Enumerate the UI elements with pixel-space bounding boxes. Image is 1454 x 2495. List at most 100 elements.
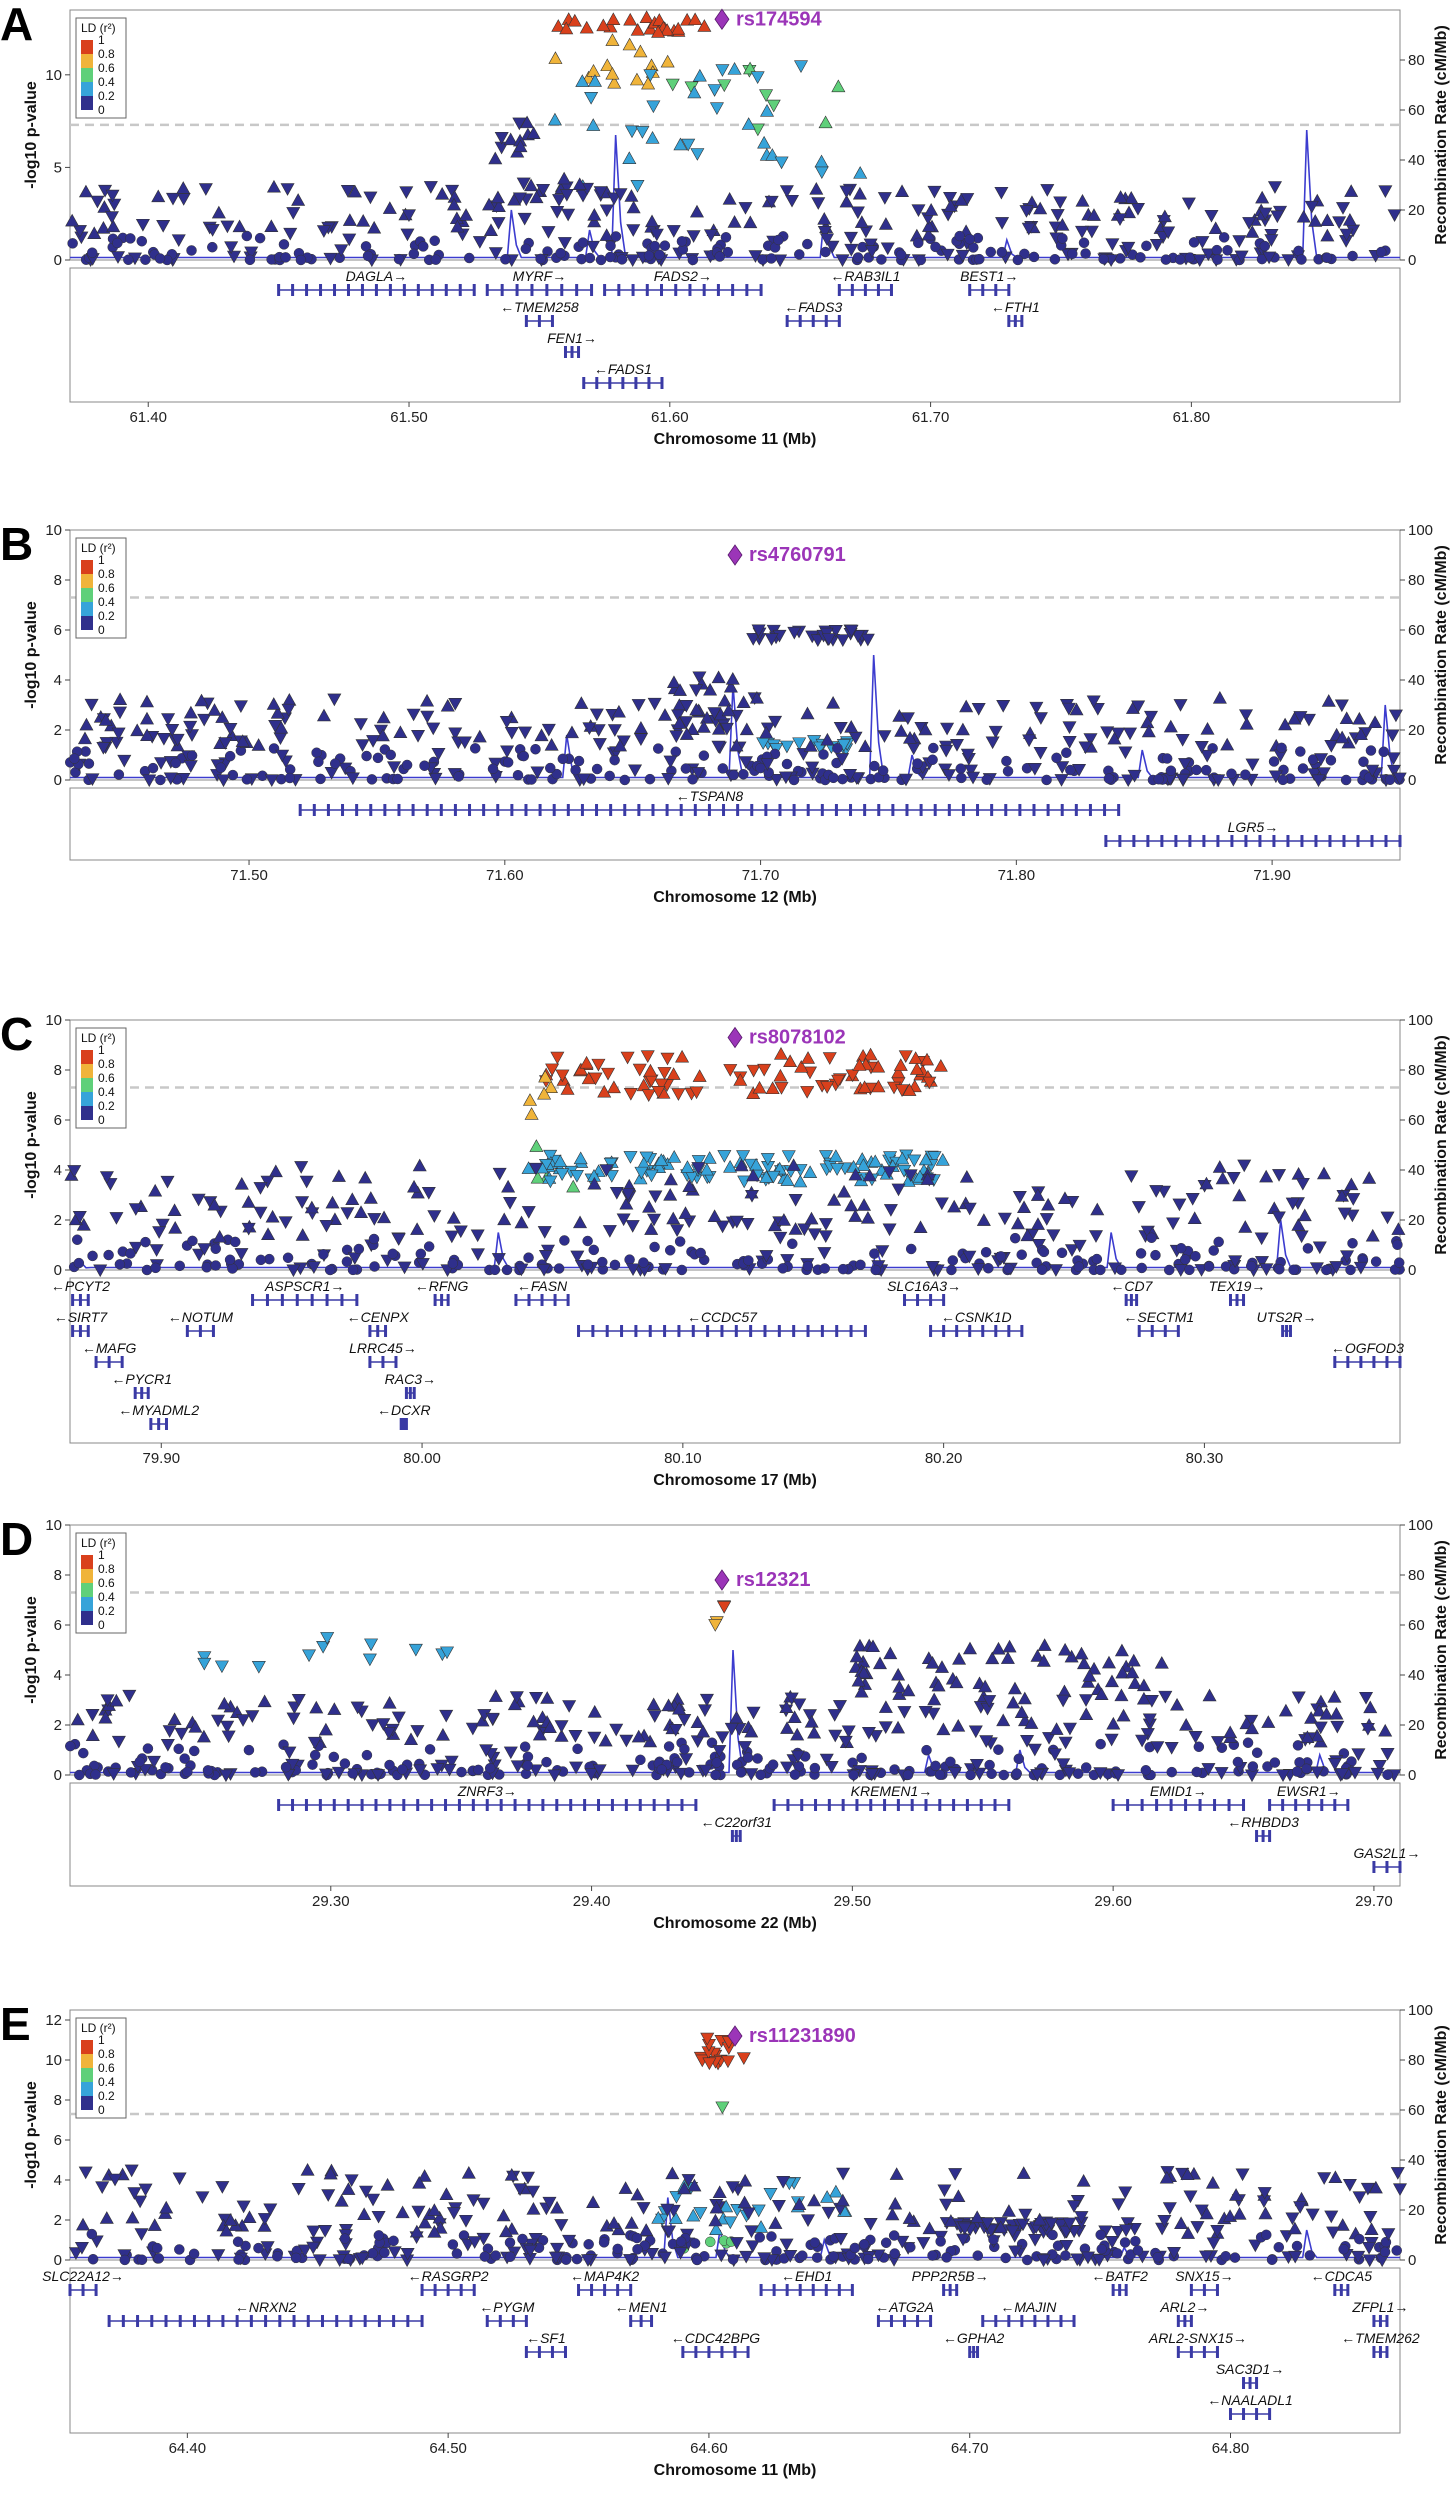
snp-point (532, 1727, 547, 1741)
gene-exon (133, 1387, 137, 1399)
gene-exon (811, 2284, 815, 2296)
snp-point (134, 1756, 146, 1768)
snp-point (1060, 2250, 1071, 2261)
gene-fasn: ←FASN (514, 1278, 570, 1306)
ld-legend-label: 0 (98, 2103, 105, 2117)
snp-point (648, 1190, 663, 1204)
snp-point (1324, 739, 1339, 753)
snp-point (746, 1168, 761, 1182)
snp-point (690, 148, 705, 161)
gene-myrf: MYRF→ (485, 268, 594, 296)
gene-label: KREMEN1→ (851, 1783, 933, 1799)
snp-point (802, 1709, 817, 1722)
snp-point (1087, 1661, 1102, 1675)
ld-legend-swatch (81, 588, 93, 602)
gene-exon (440, 1294, 444, 1306)
snp-point (715, 1731, 730, 1744)
snp-point (106, 1768, 121, 1781)
snp-point (122, 1689, 137, 1703)
snp-point (720, 2055, 735, 2069)
gene-exon (981, 1325, 985, 1337)
snp-point (163, 772, 178, 786)
snp-point (579, 1055, 594, 1069)
snp-point (1226, 1172, 1241, 1185)
x-axis-label: Chromosome 17 (Mb) (653, 1472, 817, 1489)
gene-exon (1385, 1861, 1389, 1873)
snp-point (415, 1258, 430, 1271)
snp-point (347, 1768, 359, 1779)
snp-point (188, 1720, 203, 1733)
gene-naaladl1: ←NAALADL1 (1207, 2392, 1293, 2420)
snp-point (218, 737, 233, 750)
gene-exon (736, 804, 740, 816)
snp-point (1381, 2228, 1396, 2241)
snp-point (605, 66, 620, 80)
snp-point (278, 239, 290, 250)
gene-exon (583, 1799, 587, 1811)
snp-point (355, 739, 370, 752)
snp-point (1149, 1185, 1164, 1198)
snp-point (597, 1084, 612, 1098)
ld-legend-title: LD (r²) (81, 1031, 116, 1045)
snp-point (818, 1150, 834, 1163)
snp-point (1027, 1743, 1042, 1757)
snp-point (982, 1695, 997, 1708)
snp-point (664, 1245, 676, 1256)
snp-point (1295, 1177, 1310, 1191)
ld-legend-label: 1 (98, 2033, 105, 2047)
snp-point (880, 2237, 892, 2249)
snp-point (856, 1158, 871, 1171)
snp-point (597, 1256, 608, 1268)
ld-legend-title: LD (r²) (81, 2021, 116, 2035)
gene-exon (1288, 1325, 1292, 1337)
snp-point (1112, 2248, 1123, 2259)
snp-point (901, 1174, 916, 1187)
snp-point (643, 69, 658, 82)
gene-exon (863, 804, 867, 816)
snp-point (919, 1052, 935, 1066)
y-tick-label: 4 (54, 1667, 62, 1684)
gene-exon (1378, 2346, 1382, 2358)
snp-point (737, 1741, 752, 1754)
snp-point (725, 2181, 740, 2194)
snp-point (1212, 1160, 1227, 1173)
gene-label: ←CDC42BPG (671, 2330, 761, 2346)
snp-point (937, 2184, 952, 2198)
snp-point (1036, 1654, 1051, 1667)
snp-point (833, 2233, 848, 2246)
gene-label: ←MYADML2 (118, 1402, 199, 1418)
y-tick-label: 10 (45, 522, 62, 539)
ld-legend-swatch (81, 96, 93, 110)
snp-point (1011, 1768, 1022, 1779)
snp-point (828, 2184, 843, 2198)
snp-point (820, 233, 835, 247)
snp-point (411, 730, 426, 743)
snp-point (1199, 1176, 1214, 1190)
snp-point (878, 217, 893, 230)
snp-point (1047, 1748, 1062, 1762)
snp-point (1028, 251, 1040, 263)
snp-point (951, 2189, 966, 2203)
gene-exon (777, 1325, 781, 1337)
snp-point (717, 763, 729, 774)
snp-point (943, 191, 958, 205)
snp-point (1003, 1263, 1014, 1274)
gene-label: ←CENPX (347, 1309, 410, 1325)
gene-exon (1339, 2284, 1343, 2296)
snp-point (140, 728, 155, 742)
snp-point (1010, 1216, 1025, 1230)
gene-label: ARL2-SNX15→ (1148, 2330, 1247, 2346)
snp-point (698, 750, 710, 761)
snp-point (828, 2251, 839, 2262)
snp-point (689, 1086, 704, 1100)
snp-point (1114, 1643, 1129, 1657)
snp-point (763, 2188, 778, 2201)
snp-point (413, 1764, 428, 1778)
snp-point (598, 1733, 613, 1747)
right-y-tick-label: 40 (1408, 1162, 1425, 1179)
snp-point (223, 722, 238, 736)
gene-batf2: ←BATF2 (1091, 2268, 1148, 2296)
snp-point (853, 166, 868, 179)
gene-exon (1333, 2284, 1337, 2296)
snp-point (254, 232, 266, 244)
